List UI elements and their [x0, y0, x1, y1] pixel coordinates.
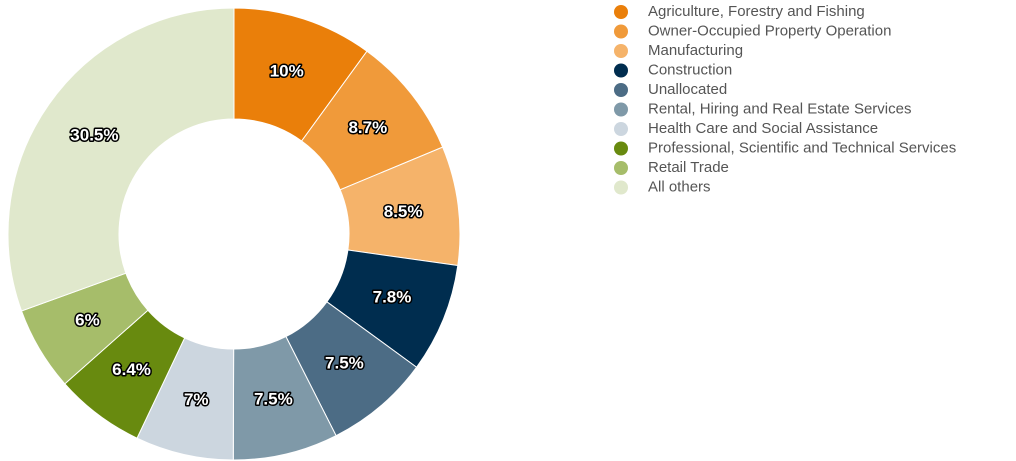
slice-label: 10%	[270, 61, 304, 80]
legend-text: Agriculture, Forestry and Fishing	[648, 3, 865, 20]
legend-marker	[614, 141, 628, 156]
slice	[7, 7, 235, 312]
slice-label: 8.5%	[384, 202, 423, 221]
slice-label: 7.5%	[325, 353, 364, 372]
legend-text: Health Care and Social Assistance	[648, 120, 878, 137]
slice-label: 30.5%	[70, 126, 118, 145]
slice-label: 7.8%	[373, 288, 412, 307]
legend-marker	[614, 161, 628, 175]
legend-text: Unallocated	[648, 81, 727, 98]
slice-label: 7.5%	[254, 389, 293, 408]
legend-marker	[614, 24, 628, 39]
legend-text: Retail Trade	[648, 159, 729, 176]
slice-label: 7%	[184, 390, 209, 409]
legend-text: All others	[648, 178, 711, 195]
legend-marker	[614, 63, 628, 78]
slice-label: 8.7%	[348, 118, 387, 137]
legend-marker	[614, 122, 628, 136]
legend-marker	[614, 5, 628, 19]
legend-text: Professional, Scientific and Technical S…	[648, 139, 956, 156]
legend-text: Owner-Occupied Property Operation	[648, 22, 891, 39]
slice-label: 6%	[75, 311, 100, 330]
legend-marker	[614, 44, 628, 58]
slice-label: 6.4%	[112, 360, 151, 379]
legend-text: Construction	[648, 61, 732, 78]
legend-text: Manufacturing	[648, 42, 743, 59]
legend-text: Rental, Hiring and Real Estate Services	[648, 100, 911, 117]
legend-marker	[614, 180, 628, 195]
legend-marker	[614, 83, 628, 97]
legend-marker	[614, 102, 628, 117]
